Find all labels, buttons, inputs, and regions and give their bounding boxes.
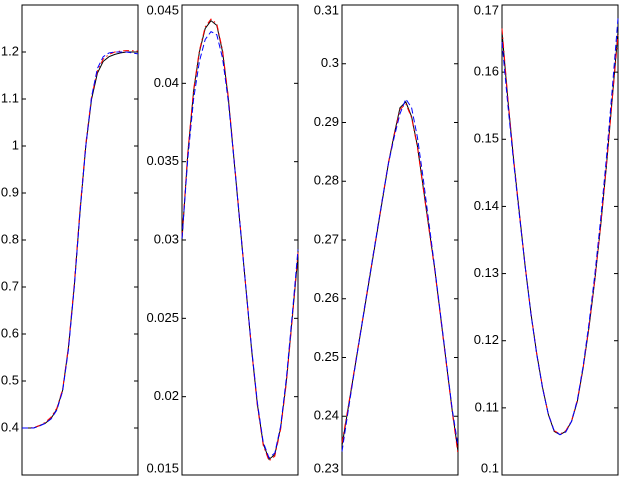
y-tick-label: 0.035 bbox=[146, 153, 179, 168]
y-tick-label: 0.26 bbox=[314, 290, 339, 305]
y-tick-label: 0.03 bbox=[154, 231, 179, 246]
y-tick-label: 0.015 bbox=[146, 460, 179, 475]
y-tick-label: 0.23 bbox=[314, 460, 339, 475]
axes-box bbox=[341, 4, 459, 476]
y-tick-label: 0.11 bbox=[475, 399, 499, 414]
y-tick-label: 0.5 bbox=[1, 372, 19, 387]
y-tick-label: 0.28 bbox=[314, 173, 339, 188]
axes-box bbox=[21, 4, 139, 476]
y-tick-label: 0.31 bbox=[314, 2, 339, 17]
y-tick-label: 0.4 bbox=[1, 419, 19, 434]
axes-box bbox=[501, 4, 619, 476]
y-tick-label: 1 bbox=[12, 137, 19, 152]
y-tick-label: 0.12 bbox=[474, 332, 499, 347]
data-line bbox=[22, 51, 139, 429]
y-tick-label: 0.24 bbox=[314, 408, 339, 423]
y-tick-label: 0.13 bbox=[474, 265, 499, 280]
y-tick-label: 1.2 bbox=[1, 43, 19, 58]
y-tick-label: 0.1 bbox=[481, 460, 499, 475]
y-tick-label: 0.25 bbox=[314, 349, 339, 364]
y-tick-label: 0.17 bbox=[474, 2, 499, 17]
y-tick-label: 0.27 bbox=[314, 231, 339, 246]
y-tick-label: 0.7 bbox=[1, 278, 19, 293]
data-line bbox=[341, 97, 459, 452]
y-tick-label: 0.29 bbox=[314, 114, 339, 129]
y-tick-label: 0.14 bbox=[474, 198, 499, 213]
y-tick-label: 0.02 bbox=[154, 388, 179, 403]
y-tick-label: 0.6 bbox=[1, 325, 19, 340]
data-line bbox=[341, 101, 459, 452]
y-tick-label: 0.025 bbox=[146, 310, 179, 325]
y-tick-label: 0.16 bbox=[474, 64, 499, 79]
y-tick-label: 0.3 bbox=[321, 55, 339, 70]
y-tick-label: 0.8 bbox=[1, 231, 19, 246]
y-tick-label: 0.9 bbox=[1, 184, 19, 199]
y-tick-label: 0.04 bbox=[154, 75, 179, 90]
y-tick-label: 0.15 bbox=[474, 131, 499, 146]
axes-box bbox=[181, 4, 299, 476]
y-tick-label: 1.1 bbox=[1, 90, 19, 105]
data-line bbox=[501, 18, 619, 436]
y-tick-label: 0.045 bbox=[146, 2, 179, 17]
data-line bbox=[181, 30, 299, 459]
